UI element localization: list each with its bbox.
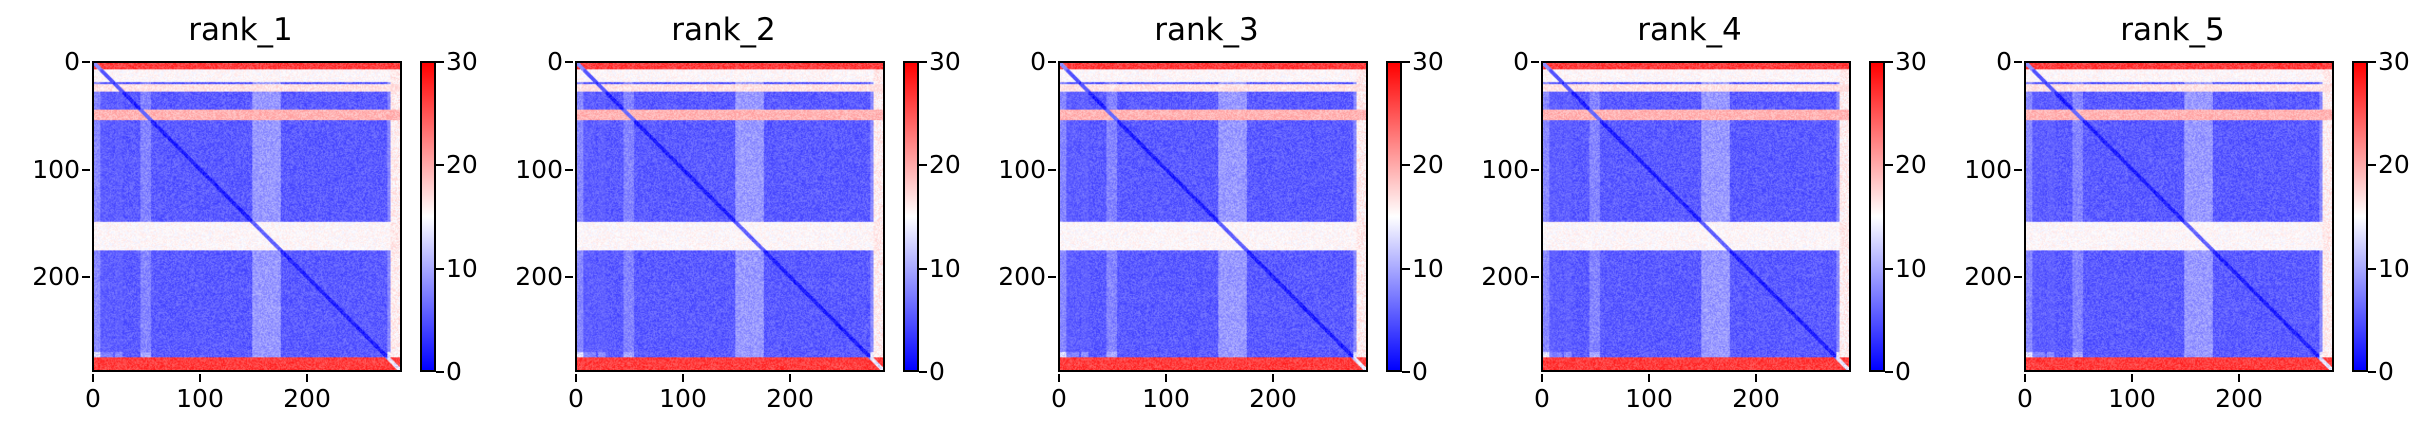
colorbar-tick-label: 20 <box>1885 150 1927 179</box>
chart-title: rank_1 <box>188 12 293 48</box>
colorbar-tick-label: 30 <box>1402 47 1444 76</box>
y-tick-label: 200 <box>483 264 573 289</box>
x-tick-label: 0 <box>536 374 616 411</box>
colorbar-tick-label: 20 <box>1402 150 1444 179</box>
heatmap-plot-area <box>1058 61 1368 372</box>
colorbar <box>420 61 436 372</box>
x-tick-label: 200 <box>1233 374 1313 411</box>
chart-title: rank_4 <box>1637 12 1742 48</box>
colorbar-tick-label: 10 <box>1885 254 1927 283</box>
y-tick-label: 100 <box>966 157 1056 182</box>
x-tick-label: 0 <box>1019 374 1099 411</box>
chart-title: rank_5 <box>2120 12 2225 48</box>
colorbar-tick-label: 10 <box>1402 254 1444 283</box>
y-tick-label: 200 <box>1932 264 2022 289</box>
y-tick-label: 0 <box>1449 49 1539 74</box>
colorbar <box>1869 61 1885 372</box>
x-tick-label: 0 <box>1985 374 2065 411</box>
colorbar <box>903 61 919 372</box>
x-tick-label: 100 <box>2092 374 2172 411</box>
heatmap-panel-rank-3: rank_3 0 100 200 0 100 200 30 20 10 0 <box>966 0 1453 438</box>
colorbar-tick-label: 0 <box>1402 357 1428 386</box>
heatmap-image <box>2026 63 2332 370</box>
heatmap-plot-area <box>575 61 885 372</box>
heatmap-image <box>94 63 400 370</box>
heatmap-image <box>1060 63 1366 370</box>
x-tick-label: 0 <box>53 374 133 411</box>
colorbar <box>1386 61 1402 372</box>
colorbar-tick-label: 20 <box>2368 150 2410 179</box>
x-tick-label: 200 <box>267 374 347 411</box>
colorbar-tick-label: 10 <box>436 254 478 283</box>
y-tick-label: 100 <box>1449 157 1539 182</box>
colorbar-tick-label: 0 <box>1885 357 1911 386</box>
y-tick-label: 100 <box>1932 157 2022 182</box>
colorbar-tick-label: 30 <box>1885 47 1927 76</box>
heatmap-image <box>577 63 883 370</box>
colorbar-tick-label: 10 <box>2368 254 2410 283</box>
y-tick-label: 0 <box>0 49 90 74</box>
colorbar-tick-label: 0 <box>919 357 945 386</box>
heatmap-panel-rank-5: rank_5 0 100 200 0 100 200 30 20 10 0 <box>1932 0 2419 438</box>
heatmap-plot-area <box>1541 61 1851 372</box>
colorbar-tick-label: 30 <box>436 47 478 76</box>
colorbar-tick-label: 30 <box>2368 47 2410 76</box>
x-tick-label: 200 <box>1716 374 1796 411</box>
y-tick-label: 0 <box>966 49 1056 74</box>
y-tick-label: 200 <box>966 264 1056 289</box>
x-tick-label: 200 <box>2199 374 2279 411</box>
chart-title: rank_3 <box>1154 12 1259 48</box>
x-tick-label: 100 <box>1126 374 1206 411</box>
colorbar-tick-label: 0 <box>436 357 462 386</box>
colorbar <box>2352 61 2368 372</box>
colorbar-tick-label: 30 <box>919 47 961 76</box>
y-tick-label: 100 <box>483 157 573 182</box>
y-tick-label: 100 <box>0 157 90 182</box>
y-tick-label: 0 <box>1932 49 2022 74</box>
y-tick-label: 200 <box>1449 264 1539 289</box>
heatmap-plot-area <box>92 61 402 372</box>
heatmap-panel-rank-4: rank_4 0 100 200 0 100 200 30 20 10 0 <box>1449 0 1936 438</box>
x-tick-label: 100 <box>1609 374 1689 411</box>
heatmap-panel-rank-2: rank_2 0 100 200 0 100 200 30 20 10 0 <box>483 0 970 438</box>
chart-title: rank_2 <box>671 12 776 48</box>
colorbar-tick-label: 10 <box>919 254 961 283</box>
colorbar-tick-label: 20 <box>436 150 478 179</box>
x-tick-label: 0 <box>1502 374 1582 411</box>
heatmap-plot-area <box>2024 61 2334 372</box>
x-tick-label: 100 <box>643 374 723 411</box>
colorbar-tick-label: 0 <box>2368 357 2394 386</box>
y-tick-label: 200 <box>0 264 90 289</box>
x-tick-label: 100 <box>160 374 240 411</box>
heatmap-image <box>1543 63 1849 370</box>
y-tick-label: 0 <box>483 49 573 74</box>
colorbar-tick-label: 20 <box>919 150 961 179</box>
heatmap-panel-rank-1: rank_1 0 100 200 0 100 200 30 20 10 0 <box>0 0 487 438</box>
x-tick-label: 200 <box>750 374 830 411</box>
